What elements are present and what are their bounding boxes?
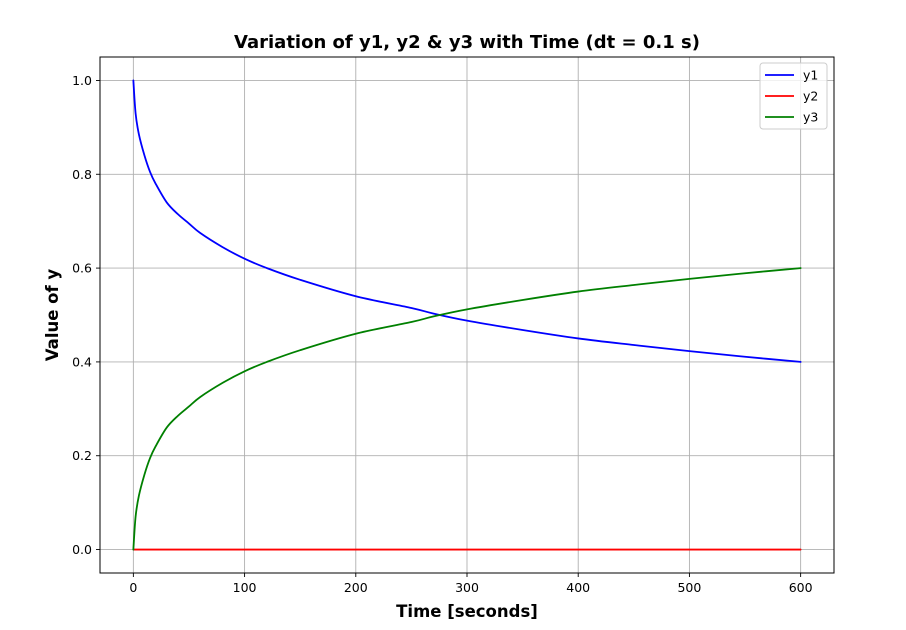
x-tick-label: 500: [677, 580, 701, 595]
ticks: 0 100 200 300 400 500 600 0.0 0.2 0.4 0.6 0.8 1.0: [72, 73, 813, 595]
legend-label-y1: y1: [803, 68, 818, 83]
y-tick-label: 0.6: [72, 261, 92, 276]
y-tick-label: 1.0: [72, 73, 92, 88]
x-axis-label: Time [seconds]: [396, 602, 538, 621]
x-tick-label: 200: [344, 580, 368, 595]
x-tick-label: 0: [129, 580, 137, 595]
chart-title: Variation of y1, y2 & y3 with Time (dt =…: [234, 32, 700, 53]
legend: y1 y2 y3: [759, 62, 828, 130]
y-tick-label: 0.8: [72, 167, 92, 182]
series-group: [132, 79, 802, 551]
y-tick-label: 0.2: [72, 448, 92, 463]
x-tick-label: 400: [566, 580, 590, 595]
y-tick-label: 0.4: [72, 354, 92, 369]
x-tick-label: 300: [455, 580, 479, 595]
x-tick-label: 600: [789, 580, 813, 595]
series-line-y3: [132, 267, 802, 551]
x-tick-label: 100: [233, 580, 257, 595]
legend-label-y3: y3: [803, 110, 818, 125]
legend-label-y2: y2: [803, 89, 818, 104]
series-line-y1: [132, 79, 802, 363]
y-axis-label: Value of y: [43, 269, 62, 362]
y-tick-label: 0.0: [72, 542, 92, 557]
